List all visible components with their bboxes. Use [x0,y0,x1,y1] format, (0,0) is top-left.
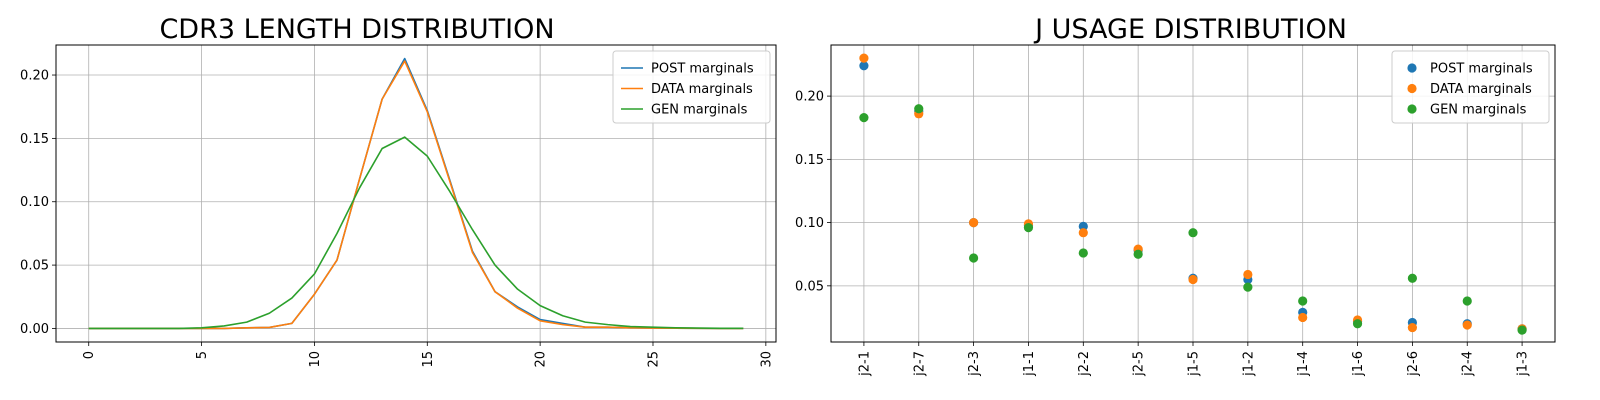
legend-swatch [1407,83,1417,94]
x-axis: j2-1 j2-7 j2-3 j1-1 j2-2 j2-5 j1-5 j1-2 j1-4 j1-6… [857,342,1531,377]
grid [831,45,1555,342]
legend-label: POST marginals [651,62,754,77]
chart-title: CDR3 LENGTH DISTRIBUTION [159,14,554,45]
legend-label: POST marginals [1430,62,1533,77]
y-tick-label: 0.20 [20,69,49,84]
axes-frame [55,44,777,343]
data-point [1462,296,1472,306]
data-point [859,53,869,63]
x-tick-label: j2-6 [1406,351,1421,377]
legend-label: GEN marginals [1430,103,1527,118]
x-tick-label: j2-3 [967,351,982,377]
legend-item-post-marginals: POST marginals [1407,62,1533,77]
x-tick-label: j1-2 [1241,351,1256,377]
legend-item-data-marginals: DATA marginals [621,82,753,97]
legend-label: GEN marginals [651,103,748,118]
data-point [1407,273,1417,283]
legend-box [1391,50,1550,124]
data-point [1078,221,1088,231]
x-axis: 0 5 10 15 20 25 30 [82,342,774,368]
y-tick-label: 0.15 [795,153,824,168]
legend-item-post-marginals: POST marginals [621,62,754,77]
legend: POST marginals DATA marginals GEN marginal… [612,50,771,124]
legend-item-gen-marginals: GEN marginals [1407,103,1527,118]
x-tick-label: 20 [534,351,549,368]
legend-swatch [1407,104,1417,114]
x-tick-label: j1-4 [1296,351,1311,377]
data-point [1462,320,1472,330]
y-axis: 0.05 0.10 0.15 0.20 [795,90,831,294]
x-tick-label: 0 [82,351,97,359]
x-tick-label: j2-2 [1077,351,1092,377]
j-usage-chart: J USAGE DISTRIBUTION 0.05 0.10 0.15 0.20 j2… [795,14,1556,377]
plot-area [88,57,744,330]
y-tick-label: 0.05 [20,259,49,274]
chart-title: J USAGE DISTRIBUTION [1033,14,1347,45]
data-point [1407,322,1417,333]
x-tick-label: j1-1 [1022,351,1037,377]
data-point [1023,223,1034,233]
data-point [1188,274,1198,285]
data-point [1078,228,1088,238]
x-tick-label: j1-3 [1516,351,1531,377]
x-tick-label: 15 [421,351,436,368]
y-tick-label: 0.15 [20,132,49,147]
data-point [1188,228,1198,238]
series-gen-marginals [859,104,1527,335]
x-tick-label: 10 [308,351,323,368]
legend-box [612,50,771,124]
x-tick-label: j1-5 [1187,351,1202,377]
legend-label: DATA marginals [1430,82,1532,97]
data-point [1298,296,1308,306]
data-point [1517,325,1527,335]
y-tick-label: 0.05 [795,279,824,294]
data-point [1243,269,1253,280]
y-tick-label: 0.10 [795,216,824,231]
data-point [969,217,979,228]
y-tick-label: 0.00 [20,322,49,337]
x-tick-label: 30 [759,351,774,368]
x-tick-label: j2-7 [912,351,927,377]
data-point [859,61,869,71]
data-point [914,104,924,114]
data-point [859,113,869,123]
data-point [1352,319,1363,329]
axes-frame [830,44,1556,343]
plot-area [859,53,1527,335]
data-point [1078,248,1088,258]
cdr3-length-chart: CDR3 LENGTH DISTRIBUTION 0.00 0.05 0.10 0.1… [20,14,777,368]
y-tick-label: 0.10 [20,195,49,210]
data-point [1133,249,1143,259]
data-point [1243,282,1253,292]
series-line [88,136,744,330]
y-axis: 0.00 0.05 0.10 0.15 0.20 [20,69,56,337]
x-tick-label: 5 [195,351,210,359]
x-tick-label: j2-5 [1132,351,1147,377]
x-tick-label: 25 [646,351,661,368]
data-point [969,253,979,263]
y-tick-label: 0.20 [795,90,824,105]
data-point [1298,312,1308,323]
legend-item-gen-marginals: GEN marginals [621,103,748,118]
legend-label: DATA marginals [651,82,753,97]
series-gen-marginals [88,136,744,330]
x-tick-label: j2-4 [1461,351,1476,377]
legend: POST marginals DATA marginals GEN marginal… [1391,50,1550,124]
x-tick-label: j1-6 [1351,351,1366,377]
legend-item-data-marginals: DATA marginals [1407,82,1532,97]
x-tick-label: j2-1 [857,351,872,377]
legend-swatch [1407,63,1417,73]
